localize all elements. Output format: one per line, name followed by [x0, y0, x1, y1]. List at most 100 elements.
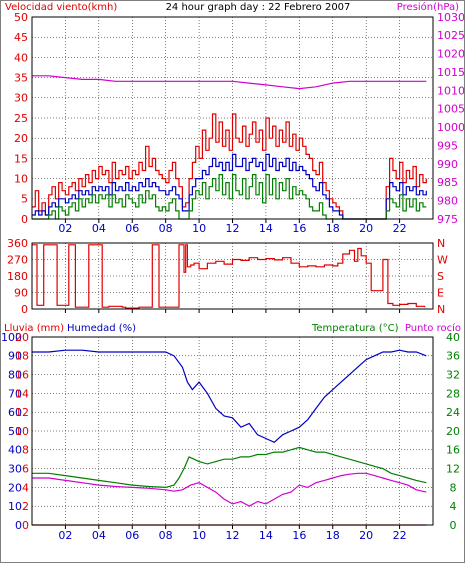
rain-y-tick-0: 0: [22, 519, 29, 532]
humidity-y-tick-80: 80: [8, 368, 22, 381]
pressure-y-tick-1025: 1025: [437, 29, 465, 42]
x-tick-label-1-08: 08: [159, 222, 173, 235]
rain-y-tick-10: 10: [15, 425, 29, 438]
x-tick-label-3-16: 16: [292, 529, 306, 542]
temperature-y-tick-4: 4: [450, 500, 457, 513]
temperature-y-tick-28: 28: [446, 387, 460, 400]
wind-minimum-line: [32, 174, 427, 220]
rain-y-tick-20: 20: [15, 331, 29, 344]
temperature-y-tick-40: 40: [446, 331, 460, 344]
rain-y-tick-4: 4: [22, 481, 29, 494]
pressure-y-tick-990: 990: [437, 158, 458, 171]
pressure-y-tick-1015: 1015: [437, 66, 465, 79]
rain-axis-title: Lluvia (mm): [4, 323, 64, 334]
pressure-y-tick-980: 980: [437, 194, 458, 207]
series-line-1: [32, 472, 427, 507]
pressure-y-tick-1000: 1000: [437, 121, 465, 134]
humidity-y-tick-0: 0: [15, 519, 22, 532]
pressure-y-tick-975: 975: [437, 213, 458, 226]
humidity-y-tick-70: 70: [8, 387, 22, 400]
pressure-axis-title: Presión(hPa): [397, 1, 459, 13]
chart-title: 24 hour graph day : 22 Febrero 2007: [166, 2, 351, 13]
direction-y-tick-90: 90: [14, 286, 28, 299]
wind-y-tick-15: 15: [14, 152, 28, 165]
wind-y-tick-25: 25: [14, 112, 28, 125]
dewpoint-axis-title: Punto rocío: [405, 322, 461, 334]
x-tick-label-3-12: 12: [226, 529, 240, 542]
wind-y-tick-35: 35: [14, 71, 28, 84]
x-tick-label-1-12: 12: [226, 222, 240, 235]
x-tick-label-3-04: 04: [92, 529, 106, 542]
humidity-y-tick-20: 20: [8, 481, 22, 494]
temperature-axis-title: Temperatura (°C): [311, 323, 399, 334]
pressure-y-tick-1005: 1005: [437, 103, 465, 116]
temperature-y-tick-8: 8: [450, 481, 457, 494]
direction-y-tick-270: 270: [7, 253, 28, 266]
compass-tick-3-W: W: [437, 253, 448, 266]
x-tick-label-1-04: 04: [92, 222, 106, 235]
x-tick-label-1-10: 10: [192, 222, 206, 235]
x-tick-label-1-18: 18: [326, 222, 340, 235]
x-tick-label-1-20: 20: [359, 222, 373, 235]
x-tick-label-1-02: 02: [58, 222, 72, 235]
wind-y-tick-10: 10: [14, 172, 28, 185]
rain-y-tick-18: 18: [15, 350, 29, 363]
temperature-y-tick-32: 32: [446, 368, 460, 381]
pressure-y-tick-985: 985: [437, 176, 458, 189]
x-tick-label-3-10: 10: [192, 529, 206, 542]
wind-speed-axis-title: Velocidad viento(kmh): [5, 2, 117, 13]
wind-y-tick-5: 5: [21, 193, 28, 206]
humidity-y-tick-30: 30: [8, 462, 22, 475]
direction-y-tick-180: 180: [7, 270, 28, 283]
x-tick-label-3-22: 22: [393, 529, 407, 542]
series-line-2: [32, 446, 427, 489]
wind-y-tick-20: 20: [14, 132, 28, 145]
temperature-y-tick-24: 24: [446, 406, 460, 419]
humidity-y-tick-90: 90: [8, 350, 22, 363]
compass-tick-2-S: S: [437, 270, 444, 283]
humidity-y-tick-60: 60: [8, 406, 22, 419]
rain-y-tick-6: 6: [22, 462, 29, 475]
x-tick-label-3-18: 18: [326, 529, 340, 542]
tick-label-layer: 0510152025303540455097598098599099510001…: [1, 11, 465, 542]
x-tick-label-3-14: 14: [259, 529, 273, 542]
direction-y-tick-360: 360: [7, 237, 28, 250]
pressure-line: [32, 75, 427, 90]
pressure-y-tick-995: 995: [437, 139, 458, 152]
humidity-y-tick-10: 10: [8, 500, 22, 513]
temperature-y-tick-12: 12: [446, 462, 460, 475]
x-tick-label-1-06: 06: [125, 222, 139, 235]
x-tick-label-3-06: 06: [125, 529, 139, 542]
rain-y-tick-2: 2: [22, 500, 29, 513]
direction-y-tick-0: 0: [21, 303, 28, 316]
temperature-y-tick-20: 20: [446, 425, 460, 438]
compass-tick-4-N: N: [437, 237, 445, 250]
temperature-y-tick-36: 36: [446, 350, 460, 363]
x-tick-label-3-08: 08: [159, 529, 173, 542]
wind-y-tick-45: 45: [14, 31, 28, 44]
humidity-y-tick-100: 100: [1, 331, 22, 344]
rain-y-tick-8: 8: [22, 444, 29, 457]
wind-y-tick-40: 40: [14, 51, 28, 64]
temperature-y-tick-16: 16: [446, 444, 460, 457]
series-layer: [32, 75, 427, 526]
rain-y-tick-16: 16: [15, 368, 29, 381]
axes-layer: [31, 16, 434, 529]
grid-layer: [32, 17, 433, 525]
rain-y-tick-14: 14: [15, 387, 29, 400]
x-tick-label-1-14: 14: [259, 222, 273, 235]
wind-y-tick-30: 30: [14, 92, 28, 105]
series-line-0: [32, 349, 427, 444]
pressure-y-tick-1010: 1010: [437, 84, 465, 97]
wind-direction-line: [32, 244, 426, 309]
compass-tick-1-E: E: [437, 286, 444, 299]
wind-y-tick-0: 0: [21, 213, 28, 226]
wind-y-tick-50: 50: [14, 11, 28, 24]
rain-y-tick-12: 12: [15, 406, 29, 419]
temperature-y-tick-0: 0: [450, 519, 457, 532]
pressure-y-tick-1030: 1030: [437, 11, 465, 24]
humidity-axis-title: Humedad (%): [67, 323, 136, 334]
pressure-y-tick-1020: 1020: [437, 48, 465, 61]
humidity-y-tick-50: 50: [8, 425, 22, 438]
